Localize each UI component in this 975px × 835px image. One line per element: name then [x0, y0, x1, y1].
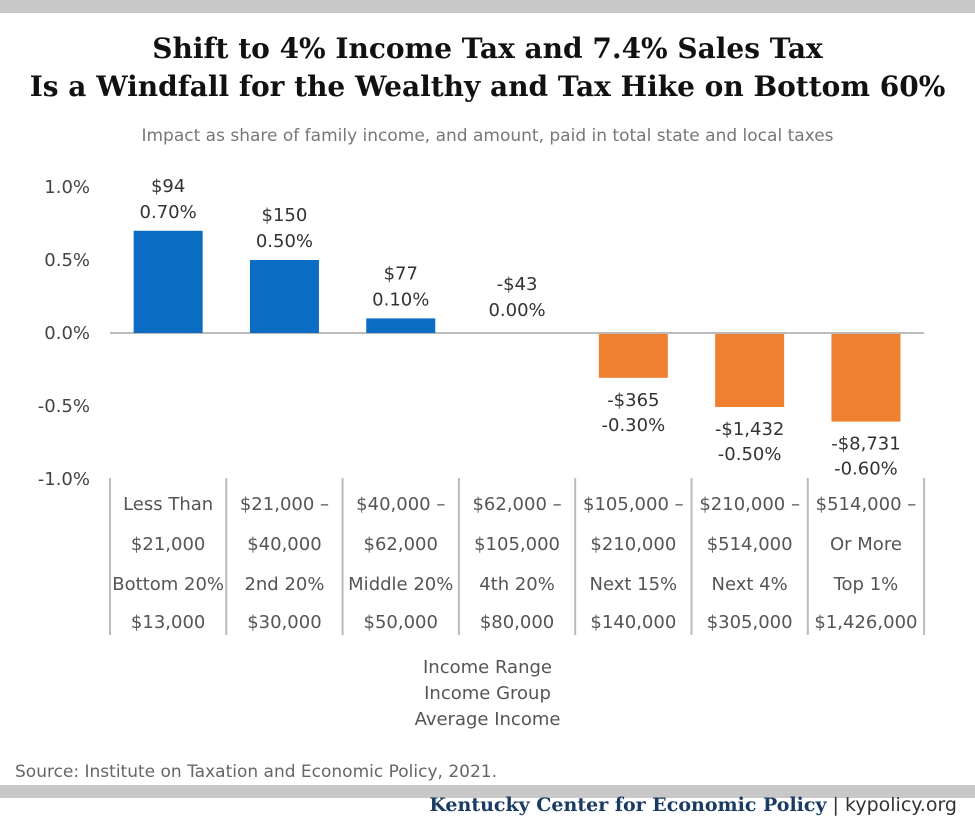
bar-amount-label: -$43 [497, 274, 538, 295]
bar-percent-label: 0.50% [256, 231, 313, 252]
income-range-line1: $105,000 – [583, 494, 684, 515]
top-rule [0, 0, 975, 13]
bar-percent-label: 0.10% [372, 289, 429, 310]
income-group-label: Middle 20% [348, 574, 453, 595]
bar-amount-label: $77 [384, 263, 418, 284]
income-group-label: Next 4% [712, 574, 788, 595]
bar [598, 334, 668, 378]
bar-percent-label: -0.50% [718, 444, 782, 465]
average-income-label: $13,000 [131, 612, 205, 633]
average-income-label: $140,000 [590, 612, 676, 633]
y-tick-label: -0.5% [38, 396, 90, 417]
bar-percent-label: -0.60% [834, 459, 898, 480]
chart-subtitle: Impact as share of family income, and am… [141, 126, 834, 146]
income-range-line2: $62,000 [364, 534, 438, 555]
bar-amount-label: -$1,432 [715, 419, 784, 440]
bar-percent-label: -0.30% [602, 415, 666, 436]
average-income-label: $80,000 [480, 612, 554, 633]
income-range-line1: $514,000 – [816, 494, 917, 515]
source-note: Source: Institute on Taxation and Econom… [15, 762, 497, 782]
income-range-line1: $210,000 – [699, 494, 800, 515]
x-axis-label-income-range: Income Range [422, 657, 552, 678]
income-group-label: Top 1% [833, 574, 899, 595]
average-income-label: $1,426,000 [814, 612, 917, 633]
income-range-line2: $514,000 [707, 534, 793, 555]
income-range-line2: $210,000 [590, 534, 676, 555]
x-axis-label-average-income: Average Income [414, 709, 561, 730]
income-range-line1: $62,000 – [472, 494, 561, 515]
bar [366, 318, 436, 333]
y-tick-label: 0.5% [44, 250, 90, 271]
bar-percent-label: 0.00% [488, 300, 545, 321]
income-group-label: 2nd 20% [244, 574, 324, 595]
chart-title-line2: Is a Windfall for the Wealthy and Tax Hi… [29, 70, 946, 103]
footer-site: kypolicy.org [845, 794, 957, 816]
bottom-rule [0, 785, 975, 798]
average-income-label: $305,000 [707, 612, 793, 633]
bar-amount-label: $94 [151, 176, 185, 197]
x-axis-label-income-group: Income Group [424, 683, 551, 704]
bar-chart: 1.0% 0.5% 0.0% -0.5% -1.0% $94 0.70% Less Than $… [38, 176, 926, 635]
bar-amount-label: -$8,731 [831, 434, 900, 455]
footer-org: Kentucky Center for Economic Policy [429, 794, 827, 816]
y-tick-label: -1.0% [38, 469, 90, 490]
footer-separator: | [826, 794, 845, 816]
bar [715, 334, 785, 407]
income-range-line1: $21,000 – [240, 494, 329, 515]
average-income-label: $30,000 [247, 612, 321, 633]
bar [133, 230, 203, 333]
footer-credit: Kentucky Center for Economic Policy | ky… [429, 794, 957, 816]
average-income-label: $50,000 [364, 612, 438, 633]
income-range-line1: Less Than [123, 494, 213, 515]
y-tick-label: 0.0% [44, 323, 90, 344]
y-tick-label: 1.0% [44, 177, 90, 198]
income-range-line2: $105,000 [474, 534, 560, 555]
income-group-label: Bottom 20% [112, 574, 224, 595]
income-range-line2: Or More [830, 534, 902, 555]
income-group-label: 4th 20% [479, 574, 555, 595]
income-range-line2: $21,000 [131, 534, 205, 555]
bar [831, 334, 901, 422]
bar-amount-label: $150 [262, 205, 308, 226]
income-range-line2: $40,000 [247, 534, 321, 555]
income-range-line1: $40,000 – [356, 494, 445, 515]
income-group-label: Next 15% [590, 574, 678, 595]
chart-title-line1: Shift to 4% Income Tax and 7.4% Sales Ta… [152, 32, 823, 65]
bar-amount-label: -$365 [607, 390, 659, 411]
bar [249, 260, 319, 333]
bar-percent-label: 0.70% [140, 202, 197, 223]
